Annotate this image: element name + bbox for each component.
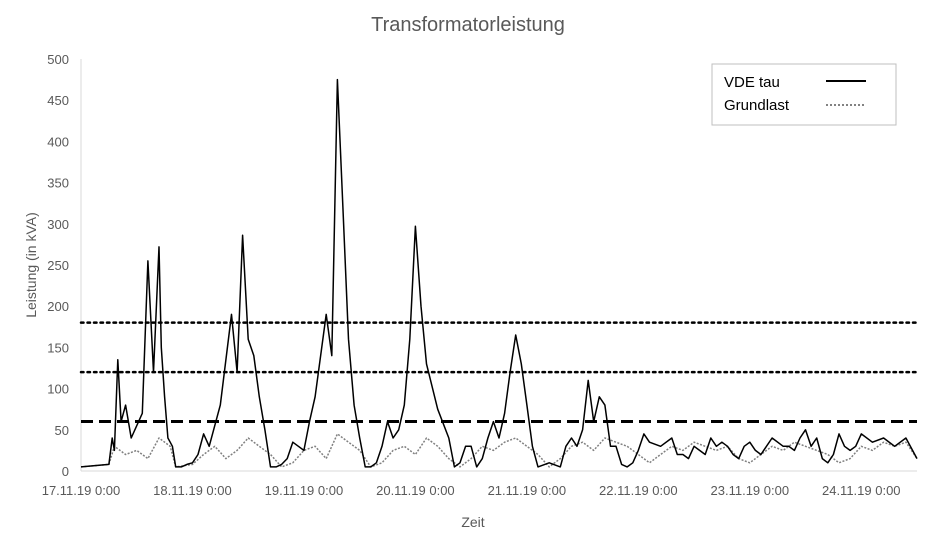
series-line-grundlast <box>80 433 918 468</box>
x-tick-label: 21.11.19 0:00 <box>488 483 567 498</box>
y-tick-label: 150 <box>47 340 69 355</box>
legend-box <box>711 63 897 126</box>
x-tick-label: 24.11.19 0:00 <box>822 483 901 498</box>
x-tick-label: 19.11.19 0:00 <box>265 483 344 498</box>
x-axis-ticks: 17.11.19 0:00 18.11.19 0:00 19.11.19 0:00 2… <box>42 483 901 498</box>
y-tick-label: 0 <box>62 464 69 479</box>
series-group <box>80 78 918 468</box>
y-axis-ticks: 0 50 100 150 200 250 300 350 400 450 500 <box>47 52 69 479</box>
x-tick-label: 23.11.19 0:00 <box>711 483 790 498</box>
y-tick-label: 400 <box>47 134 69 149</box>
x-tick-label: 18.11.19 0:00 <box>153 483 232 498</box>
y-tick-label: 200 <box>47 299 69 314</box>
x-tick-label: 17.11.19 0:00 <box>42 483 121 498</box>
y-axis-label: Leistung (in kVA) <box>23 212 39 318</box>
y-tick-label: 300 <box>47 217 69 232</box>
y-tick-label: 250 <box>47 258 69 273</box>
x-axis-label: Zeit <box>461 514 484 530</box>
y-tick-label: 50 <box>55 423 69 438</box>
y-tick-label: 500 <box>47 52 69 67</box>
y-tick-label: 350 <box>47 176 69 191</box>
reference-lines <box>79 321 919 424</box>
chart-title: Transformatorleistung <box>371 14 565 36</box>
legend-label-vde-tau: VDE tau <box>724 74 780 91</box>
y-tick-label: 100 <box>47 382 69 397</box>
x-tick-label: 22.11.19 0:00 <box>599 483 678 498</box>
series-line-vde-tau <box>80 78 918 468</box>
legend: VDE tau Grundlast <box>711 63 897 126</box>
x-tick-label: 20.11.19 0:00 <box>376 483 455 498</box>
y-tick-label: 450 <box>47 93 69 108</box>
legend-label-grundlast: Grundlast <box>724 97 790 114</box>
